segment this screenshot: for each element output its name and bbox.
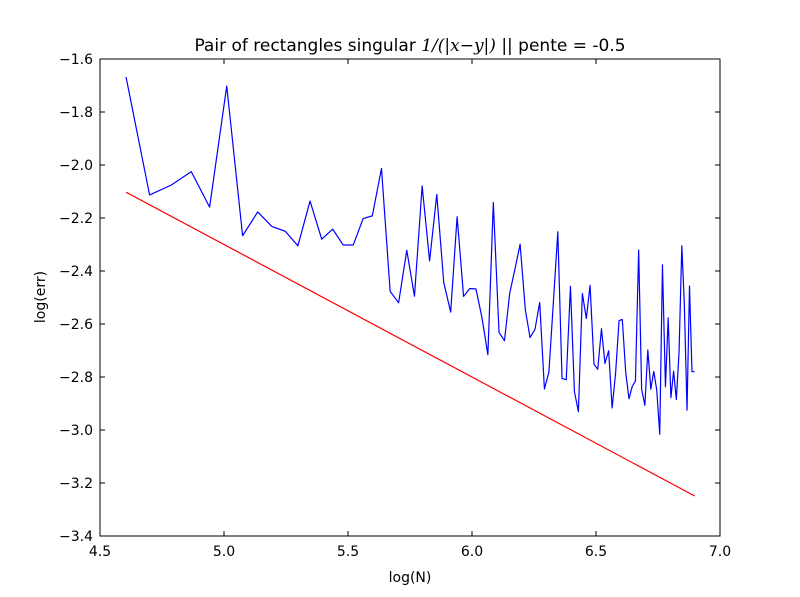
series-line-1 xyxy=(125,191,695,497)
chart-title-math: 1/(|x−y|) xyxy=(421,36,496,56)
x-axis-label: log(N) xyxy=(389,570,432,586)
series-layer xyxy=(125,76,695,497)
x-tick-label: 5.0 xyxy=(213,544,235,560)
x-tick-label: 5.5 xyxy=(337,544,359,560)
y-tick-label: −1.8 xyxy=(59,105,93,121)
chart-title: Pair of rectangles singular 1/(|x−y|) ||… xyxy=(194,36,625,56)
series-line-0 xyxy=(125,76,695,435)
x-tick-label: 4.5 xyxy=(89,544,111,560)
y-axis-label: log(err) xyxy=(33,271,49,323)
y-tick-label: −2.6 xyxy=(59,317,93,333)
plot-area-frame xyxy=(99,58,721,537)
y-tick-label: −2.8 xyxy=(59,370,93,386)
y-tick-label: −2.4 xyxy=(59,264,93,280)
y-tick-label: −2.0 xyxy=(59,158,93,174)
y-tick-label: −2.2 xyxy=(59,211,93,227)
x-tick-label: 6.0 xyxy=(461,544,483,560)
chart-title-suffix: || pente = -0.5 xyxy=(496,36,626,56)
x-tick-label: 6.5 xyxy=(585,544,607,560)
y-tick-label: −1.6 xyxy=(59,52,93,68)
x-tick-label: 7.0 xyxy=(709,544,731,560)
chart-title-prefix: Pair of rectangles singular xyxy=(194,36,421,56)
tick-layer: 4.5 5.0 5.5 6.0 6.5 7.0 −3.4 −3.2 −3.0 −2.8 −2.6 −2… xyxy=(59,52,731,560)
y-tick-label: −3.2 xyxy=(59,476,93,492)
y-tick-label: −3.0 xyxy=(59,423,93,439)
y-tick-label: −3.4 xyxy=(59,529,93,545)
